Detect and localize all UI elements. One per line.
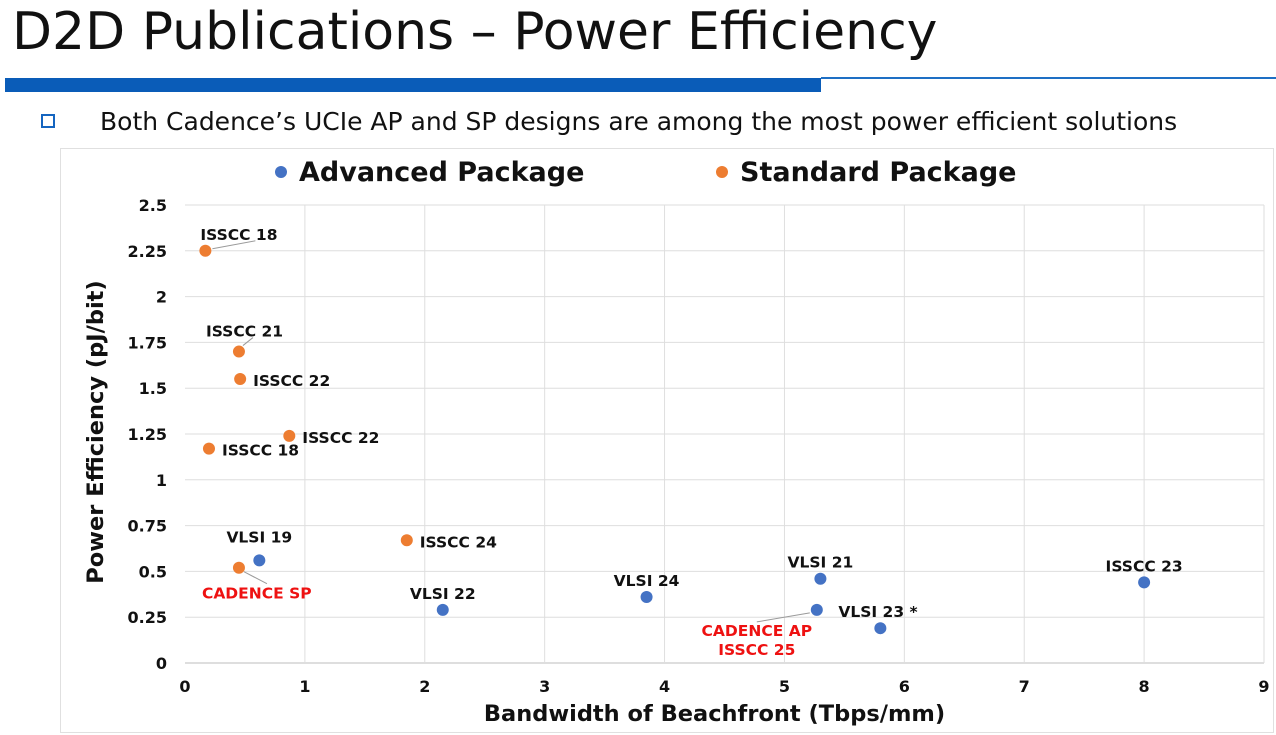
bullet-square-icon xyxy=(41,114,55,128)
y-tick-label: 1.5 xyxy=(139,379,167,398)
label-leader-line xyxy=(242,337,254,346)
data-label: VLSI 19 xyxy=(226,528,292,546)
y-tick-label: 0.75 xyxy=(128,517,167,536)
data-label: ISSCC 22 xyxy=(302,429,379,447)
y-tick-label: 1 xyxy=(156,471,167,490)
label-leader-line xyxy=(756,612,810,623)
title-underline-line xyxy=(821,77,1276,79)
scatter-chart: 0 0.25 0.5 0.75 1 1.25 1.5 1.75 2 2.25 2.5 0 1 2 3 4 5 6 7… xyxy=(60,148,1274,733)
y-tick-label: 0.25 xyxy=(128,608,167,627)
data-point xyxy=(810,603,823,616)
chart-svg: 0 0.25 0.5 0.75 1 1.25 1.5 1.75 2 2.25 2.5 0 1 2 3 4 5 6 7… xyxy=(83,157,1270,727)
data-point xyxy=(283,429,296,442)
x-tick-label: 7 xyxy=(1019,677,1030,696)
data-point xyxy=(400,534,413,547)
legend-marker xyxy=(716,166,728,178)
data-point xyxy=(640,591,653,604)
data-label: ISSCC 22 xyxy=(253,372,330,390)
x-tick-label: 3 xyxy=(539,677,550,696)
x-tick-label: 2 xyxy=(419,677,430,696)
y-tick-label: 2.5 xyxy=(139,196,167,215)
data-label: VLSI 24 xyxy=(614,572,680,590)
x-tick-label: 6 xyxy=(899,677,910,696)
y-tick-label: 2 xyxy=(156,288,167,307)
data-label: ISSCC 18 xyxy=(200,226,277,244)
y-tick-label: 0.5 xyxy=(139,562,167,581)
data-label: ISSCC 23 xyxy=(1106,557,1183,575)
label-leader-line xyxy=(243,571,268,585)
data-point xyxy=(232,561,245,574)
data-label: ISSCC 21 xyxy=(206,323,283,341)
data-point xyxy=(202,442,215,455)
data-point xyxy=(814,572,827,585)
y-tick-label: 1.25 xyxy=(128,425,167,444)
data-point xyxy=(874,622,887,635)
slide-title: D2D Publications – Power Efficiency xyxy=(12,2,938,62)
data-label: VLSI 23 * xyxy=(838,603,917,621)
x-tick-label: 1 xyxy=(299,677,310,696)
label-leader-line xyxy=(212,240,256,250)
x-tick-label: 5 xyxy=(779,677,790,696)
data-point xyxy=(199,244,212,257)
data-point xyxy=(253,554,266,567)
data-label: ISSCC 24 xyxy=(420,533,497,551)
x-tick-label: 9 xyxy=(1258,677,1269,696)
y-tick-label: 0 xyxy=(156,654,167,673)
y-tick-label: 2.25 xyxy=(128,242,167,261)
data-label: VLSI 22 xyxy=(410,585,476,603)
bullet-text: Both Cadence’s UCIe AP and SP designs ar… xyxy=(100,107,1178,136)
title-underline-bar xyxy=(5,78,821,92)
data-point xyxy=(232,345,245,358)
data-label: ISSCC 18 xyxy=(222,442,299,460)
legend-marker xyxy=(275,166,287,178)
x-axis-title: Bandwidth of Beachfront (Tbps/mm) xyxy=(484,701,945,727)
x-tick-label: 8 xyxy=(1139,677,1150,696)
data-point xyxy=(436,603,449,616)
data-point xyxy=(1138,576,1151,589)
data-point xyxy=(234,373,247,386)
x-tick-label: 0 xyxy=(179,677,190,696)
y-tick-label: 1.75 xyxy=(128,333,167,352)
y-axis-title: Power Efficiency (pJ/bit) xyxy=(83,280,109,583)
legend-entry: Advanced Package xyxy=(299,157,584,188)
x-tick-label: 4 xyxy=(659,677,670,696)
data-label: CADENCE SP xyxy=(202,585,312,603)
legend-entry: Standard Package xyxy=(740,157,1017,188)
data-label: CADENCE AP ISSCC 25 xyxy=(702,622,813,659)
data-label: VLSI 21 xyxy=(788,554,854,572)
